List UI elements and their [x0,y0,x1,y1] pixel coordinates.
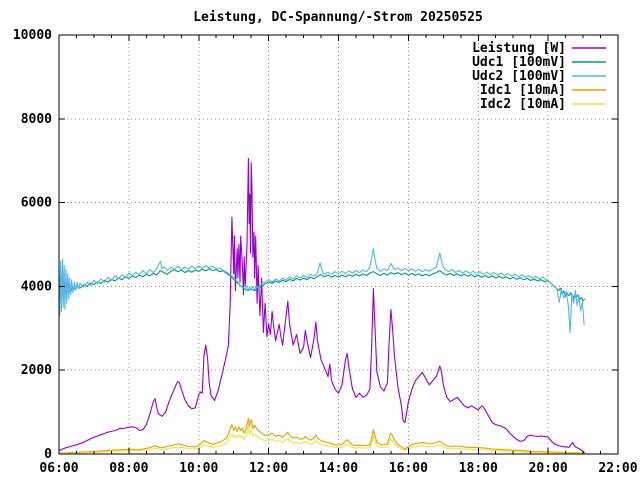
x-tick-label: 10:00 [179,461,218,476]
legend-label: Idc2 [10mA] [480,97,566,112]
y-tick-label: 4000 [21,279,52,294]
x-tick-label: 22:00 [598,461,637,476]
series-line-udc1 [58,268,586,302]
series-line-leistung [58,158,586,454]
y-tick-label: 8000 [21,112,52,127]
x-tick-label: 18:00 [459,461,498,476]
x-tick-label: 12:00 [249,461,288,476]
x-tick-label: 08:00 [109,461,148,476]
legend-label: Udc2 [100mV] [472,69,566,84]
legend-label: Leistung [W] [472,41,566,56]
chart-title: Leistung, DC-Spannung/-Strom 20250525 [193,10,483,25]
x-tick-label: 20:00 [529,461,568,476]
series-line-idc2 [58,424,585,455]
x-tick-label: 16:00 [389,461,428,476]
legend-label: Idc1 [10mA] [480,83,566,98]
x-tick-label: 06:00 [39,461,78,476]
legend-label: Udc1 [100mV] [472,55,566,70]
y-tick-label: 2000 [21,363,52,378]
series-line-idc1 [58,417,585,454]
y-tick-label: 10000 [13,28,52,43]
x-tick-label: 14:00 [319,461,358,476]
series-line-udc2 [58,248,585,334]
y-tick-label: 6000 [21,196,52,211]
y-tick-label: 0 [44,447,52,462]
